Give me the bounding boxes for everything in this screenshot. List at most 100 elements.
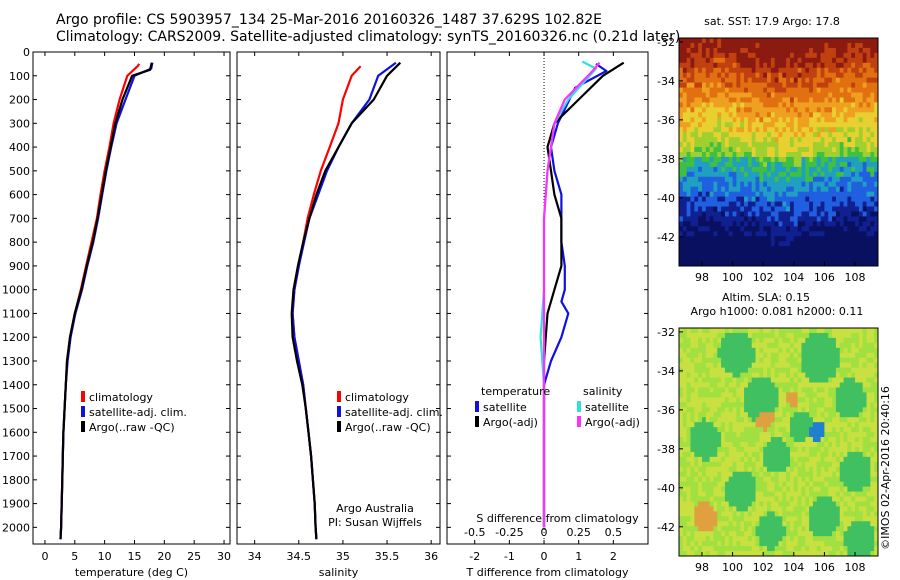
map-cell: [747, 521, 753, 527]
map-cell: [740, 127, 745, 133]
map-cell: [698, 206, 703, 212]
map-cell: [801, 407, 806, 413]
map-cell: [812, 432, 818, 438]
map-cell: [709, 201, 714, 207]
map-ytick-label: -34: [657, 75, 675, 88]
map-cell: [690, 516, 695, 522]
map-cell: [858, 481, 864, 488]
map-cell: [816, 132, 821, 138]
map-cell: [698, 176, 703, 183]
map-cell: [686, 57, 691, 64]
map-cell: [751, 112, 756, 118]
map-cell: [763, 397, 768, 403]
map-cell: [694, 82, 699, 88]
map-cell: [839, 211, 844, 217]
map-cell: [679, 417, 684, 423]
map-cell: [713, 536, 718, 542]
map-cell: [744, 451, 749, 458]
map-cell: [809, 186, 814, 193]
map-cell: [774, 82, 779, 88]
map-cell: [705, 142, 711, 148]
map-cell: [851, 402, 856, 408]
map-cell: [686, 506, 691, 512]
map-cell: [740, 221, 745, 227]
map-cell: [812, 147, 818, 153]
map-cell: [770, 122, 776, 128]
map-cell: [770, 152, 776, 158]
map-cell: [805, 226, 810, 232]
map-cell: [682, 171, 688, 178]
map-cell: [805, 52, 810, 59]
map-cell: [809, 147, 814, 153]
map-cell: [820, 82, 825, 88]
map-cell: [832, 397, 837, 403]
map-cell: [682, 526, 688, 532]
map-cell: [713, 328, 718, 334]
map-cell: [874, 516, 879, 522]
map-cell: [740, 466, 745, 473]
map-cell: [721, 47, 726, 54]
map-cell: [866, 117, 871, 123]
map-cell: [793, 256, 799, 262]
map-cell: [786, 137, 791, 143]
map-cell: [701, 107, 707, 113]
map-cell: [751, 412, 756, 418]
map-cell: [835, 466, 841, 473]
map-cell: [759, 77, 764, 84]
map-cell: [713, 77, 718, 84]
map-cell: [786, 52, 791, 59]
map-cell: [866, 261, 871, 267]
map-cell: [717, 186, 722, 193]
map-cell: [809, 387, 814, 393]
map-cell: [709, 77, 714, 84]
map-cell: [767, 97, 772, 103]
map-cell: [782, 142, 787, 148]
map-cell: [793, 342, 799, 349]
xtick-label: 2: [610, 550, 617, 563]
map-cell: [774, 526, 779, 532]
map-cell: [812, 122, 818, 128]
map-cell: [828, 451, 833, 458]
map-cell: [828, 486, 833, 492]
map-cell: [855, 246, 860, 252]
map-cell: [698, 372, 703, 378]
map-cell: [774, 52, 779, 59]
map-cell: [828, 466, 833, 473]
map-cell: [805, 397, 810, 403]
map-cell: [709, 546, 714, 552]
map-cell: [805, 231, 810, 237]
map-cell: [828, 387, 833, 393]
map-cell: [690, 481, 695, 488]
map-cell: [717, 171, 722, 178]
map-cell: [701, 511, 707, 517]
map-cell: [793, 437, 799, 443]
map-cell: [828, 132, 833, 138]
map-cell: [816, 402, 821, 408]
map-cell: [759, 171, 764, 178]
map-cell: [728, 132, 733, 138]
map-cell: [682, 407, 688, 413]
map-cell: [793, 516, 799, 522]
map-cell: [832, 67, 837, 74]
map-cell: [755, 132, 760, 138]
map-cell: [767, 226, 772, 232]
map-cell: [717, 521, 722, 527]
map-frame: [678, 37, 879, 267]
map-cell: [874, 67, 879, 74]
map-cell: [724, 367, 730, 374]
map-cell: [832, 372, 837, 378]
map-cell: [820, 97, 825, 103]
map-cell: [866, 456, 871, 463]
map-cell: [862, 241, 867, 247]
map-cell: [755, 201, 760, 207]
map-cell: [824, 427, 829, 433]
map-cell: [809, 437, 814, 443]
map-cell: [812, 137, 818, 143]
map-cell: [686, 496, 691, 502]
map-cell: [828, 382, 833, 388]
map-cell: [812, 161, 818, 168]
map-cell: [701, 127, 707, 133]
map-cell: [701, 231, 707, 237]
map-cell: [744, 221, 749, 227]
map-cell: [763, 352, 768, 359]
